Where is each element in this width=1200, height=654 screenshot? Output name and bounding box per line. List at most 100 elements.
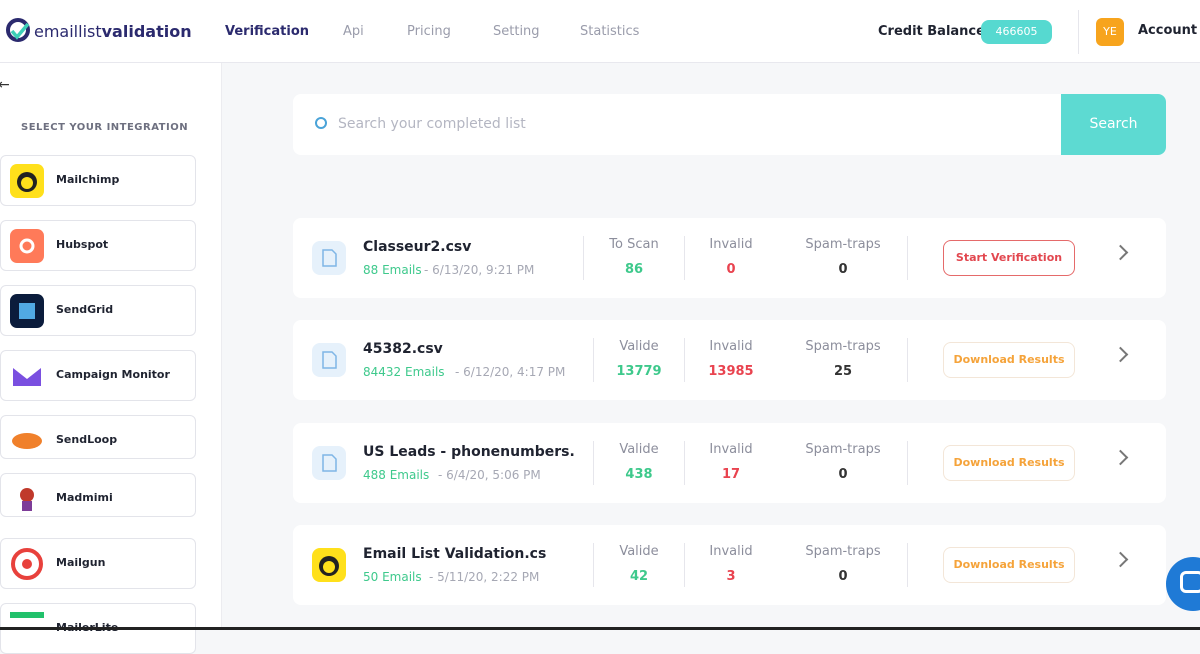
integration-icon [10, 482, 44, 516]
stat-label: Invalid [709, 237, 753, 252]
stat-value: 0 [838, 467, 848, 482]
stat-label: Spam-traps [805, 339, 881, 354]
stat-label: Valide [619, 339, 659, 354]
chat-button[interactable] [1166, 557, 1200, 611]
integration-name: SendLoop [56, 433, 118, 446]
list-card[interactable]: Email List Validation.cs 50 Emails - 5/11/… [293, 525, 1166, 605]
file-name: Email List Validation.cs [363, 546, 547, 562]
chat-icon [1180, 571, 1200, 593]
divider [684, 543, 685, 587]
integration-name: SendGrid [56, 303, 114, 316]
integration-icon [10, 359, 44, 393]
account-link[interactable]: Account [1138, 23, 1198, 38]
stat-label: Valide [619, 442, 659, 457]
stat-label: Spam-traps [805, 442, 881, 457]
action-button[interactable]: Start Verification [943, 240, 1075, 276]
file-icon [312, 343, 346, 377]
integration-card[interactable]: Hubspot [0, 220, 196, 271]
divider [684, 441, 685, 485]
integration-card[interactable]: Campaign Monitor [0, 350, 196, 401]
integration-icon [10, 294, 44, 328]
nav-link[interactable]: Setting [493, 24, 540, 39]
nav-link[interactable]: Pricing [407, 24, 451, 39]
action-button[interactable]: Download Results [943, 342, 1075, 378]
integration-card[interactable]: Madmimi [0, 473, 196, 517]
divider [593, 543, 594, 587]
file-date: - 5/11/20, 2:22 PM [429, 570, 540, 584]
stat-value: 438 [625, 467, 653, 482]
divider [907, 543, 908, 587]
file-name: 45382.csv [363, 341, 443, 357]
chevron[interactable] [1112, 244, 1129, 261]
integration-card[interactable]: SendLoop [0, 415, 196, 459]
file-icon [312, 548, 346, 582]
integration-icon [10, 164, 44, 198]
integration-card[interactable]: Mailchimp [0, 155, 196, 206]
divider [593, 441, 594, 485]
stat-label: Valide [619, 544, 659, 559]
chevron[interactable] [1112, 551, 1129, 568]
integration-card[interactable]: Mailgun [0, 538, 196, 589]
action-button[interactable]: Download Results [943, 445, 1075, 481]
avatar: YE [1096, 18, 1124, 46]
list-card[interactable]: 45382.csv 84432 Emails - 6/12/20, 4:17 PM V… [293, 320, 1166, 400]
search-icon [315, 117, 327, 129]
search-input[interactable]: Search your completed list [338, 116, 526, 132]
email-count: 88 Emails [363, 263, 422, 277]
stat-label: Spam-traps [805, 237, 881, 252]
search-bar: Search your completed list Search [293, 94, 1166, 155]
chevron[interactable] [1112, 449, 1129, 466]
divider [1078, 10, 1079, 54]
nav-link[interactable]: Verification [225, 24, 310, 39]
integration-icon [10, 424, 44, 458]
sidebar-title: SELECT YOUR INTEGRATION [21, 122, 189, 133]
divider [907, 441, 908, 485]
list-card[interactable]: US Leads - phonenumbers. 488 Emails - 6/4/… [293, 423, 1166, 503]
credit-label: Credit Balance [878, 24, 985, 39]
credit-value: 466605 [981, 20, 1052, 44]
integration-card[interactable]: SendGrid [0, 285, 196, 336]
stat-value: 0 [838, 569, 848, 584]
stat-value: 42 [629, 569, 649, 584]
file-date: - 6/13/20, 9:21 PM [424, 263, 535, 277]
stat-value: 86 [624, 262, 644, 277]
divider [684, 236, 685, 280]
stat-label: Invalid [709, 544, 753, 559]
integration-name: Mailchimp [56, 173, 120, 186]
file-name: Classeur2.csv [363, 239, 472, 255]
file-date: - 6/4/20, 5:06 PM [438, 468, 541, 482]
nav-link[interactable]: Api [343, 24, 364, 39]
search-button[interactable]: Search [1061, 94, 1166, 155]
stat-label: Spam-traps [805, 544, 881, 559]
divider [907, 236, 908, 280]
integration-name: Madmimi [56, 491, 113, 504]
file-icon [312, 446, 346, 480]
action-button[interactable]: Download Results [943, 547, 1075, 583]
stat-value: 13779 [616, 364, 662, 379]
integration-name: Hubspot [56, 238, 109, 251]
nav-link[interactable]: Statistics [580, 24, 640, 39]
stat-label: Invalid [709, 339, 753, 354]
divider [684, 338, 685, 382]
sidebar: ← SELECT YOUR INTEGRATION Mailchimp Hubspot… [0, 63, 222, 654]
file-icon [312, 241, 346, 275]
stat-value: 0 [726, 262, 736, 277]
logo: emaillistvalidation [34, 22, 192, 41]
divider [583, 236, 584, 280]
stat-value: 0 [838, 262, 848, 277]
stat-value: 3 [726, 569, 736, 584]
stat-value: 25 [833, 364, 853, 379]
chevron[interactable] [1112, 346, 1129, 363]
email-count: 488 Emails [363, 468, 430, 482]
bottom-edge [0, 627, 1200, 630]
stat-label: To Scan [609, 237, 659, 252]
header: emaillistvalidation Verification Api Pricin… [0, 0, 1200, 63]
divider [907, 338, 908, 382]
logo-text-bold: validation [101, 22, 192, 41]
file-date: - 6/12/20, 4:17 PM [455, 365, 566, 379]
stat-value: 13985 [708, 364, 754, 379]
list-card[interactable]: Classeur2.csv 88 Emails - 6/13/20, 9:21 PM… [293, 218, 1166, 298]
logo-text: emaillist [34, 22, 102, 41]
file-name: US Leads - phonenumbers. [363, 444, 575, 460]
